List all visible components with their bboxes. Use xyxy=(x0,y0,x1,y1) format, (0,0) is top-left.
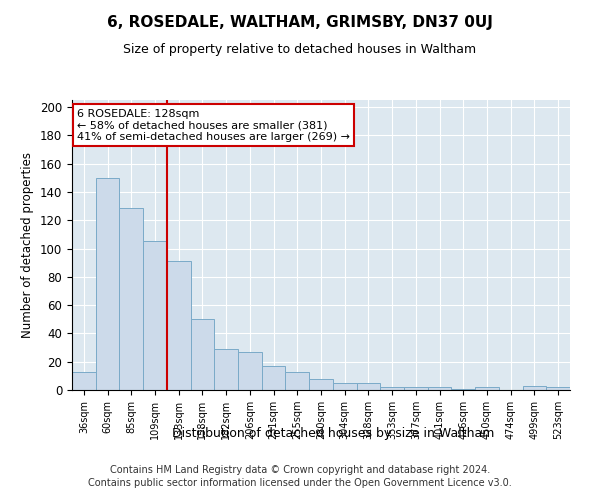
Bar xyxy=(356,383,380,390)
Bar xyxy=(451,388,475,390)
Text: Distribution of detached houses by size in Waltham: Distribution of detached houses by size … xyxy=(172,428,494,440)
Text: 6 ROSEDALE: 128sqm
← 58% of detached houses are smaller (381)
41% of semi-detach: 6 ROSEDALE: 128sqm ← 58% of detached hou… xyxy=(77,108,350,142)
Text: 6, ROSEDALE, WALTHAM, GRIMSBY, DN37 0UJ: 6, ROSEDALE, WALTHAM, GRIMSBY, DN37 0UJ xyxy=(107,15,493,30)
Y-axis label: Number of detached properties: Number of detached properties xyxy=(22,152,34,338)
Bar xyxy=(428,387,451,390)
Bar xyxy=(214,349,238,390)
Bar xyxy=(167,262,191,390)
Text: Size of property relative to detached houses in Waltham: Size of property relative to detached ho… xyxy=(124,42,476,56)
Bar xyxy=(96,178,119,390)
Bar xyxy=(119,208,143,390)
Text: Contains public sector information licensed under the Open Government Licence v3: Contains public sector information licen… xyxy=(88,478,512,488)
Bar xyxy=(404,387,428,390)
Bar xyxy=(143,242,167,390)
Text: Contains HM Land Registry data © Crown copyright and database right 2024.: Contains HM Land Registry data © Crown c… xyxy=(110,465,490,475)
Bar xyxy=(72,372,96,390)
Bar xyxy=(475,387,499,390)
Bar xyxy=(191,320,214,390)
Bar xyxy=(333,383,356,390)
Bar xyxy=(546,387,570,390)
Bar xyxy=(380,387,404,390)
Bar xyxy=(262,366,286,390)
Bar xyxy=(238,352,262,390)
Bar xyxy=(286,372,309,390)
Bar xyxy=(309,378,333,390)
Bar xyxy=(523,386,546,390)
